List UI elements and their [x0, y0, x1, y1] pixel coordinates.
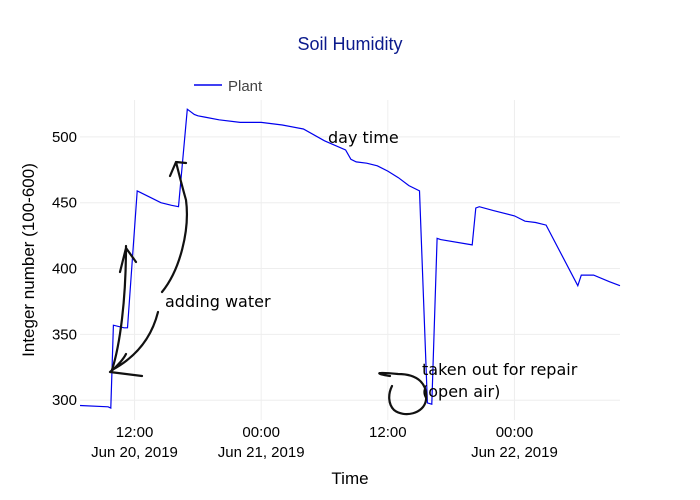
y-axis-ticks: 300 350 400 450 500 [52, 129, 77, 409]
legend[interactable]: Plant [194, 78, 263, 95]
chart-title: Soil Humidity [297, 34, 402, 54]
legend-entry-plant: Plant [228, 78, 263, 95]
x-tick-label-time: 00:00 [242, 424, 280, 441]
x-tick-label-time: 12:00 [116, 424, 154, 441]
x-axis-ticks: 12:00 Jun 20, 2019 00:00 Jun 21, 2019 12:00 0… [91, 424, 558, 461]
x-tick-label-time: 12:00 [369, 424, 407, 441]
y-tick-label: 450 [52, 195, 77, 212]
x-tick-label-date: Jun 22, 2019 [471, 444, 558, 461]
hand-circle-repair [378, 371, 428, 416]
hand-drawn-arrows [108, 160, 428, 416]
y-tick-label: 300 [52, 392, 77, 409]
annotation-day-time: day time [328, 128, 399, 147]
series-line-plant [79, 108, 621, 410]
annotation-adding-water: adding water [165, 292, 271, 311]
annotation-open-air: (open air) [422, 382, 500, 401]
hand-arrow-upper [160, 160, 188, 294]
x-axis-title: Time [331, 469, 368, 488]
x-tick-label-time: 00:00 [496, 424, 534, 441]
x-tick-label-date: Jun 21, 2019 [218, 444, 305, 461]
y-axis-title: Integer number (100-600) [19, 163, 38, 357]
x-tick-label-date: Jun 20, 2019 [91, 444, 178, 461]
y-tick-label: 350 [52, 326, 77, 343]
annotation-taken-out: taken out for repair [422, 360, 578, 379]
y-tick-label: 400 [52, 261, 77, 278]
y-tick-label: 500 [52, 129, 77, 146]
hand-arrow-lower-head [110, 244, 138, 372]
